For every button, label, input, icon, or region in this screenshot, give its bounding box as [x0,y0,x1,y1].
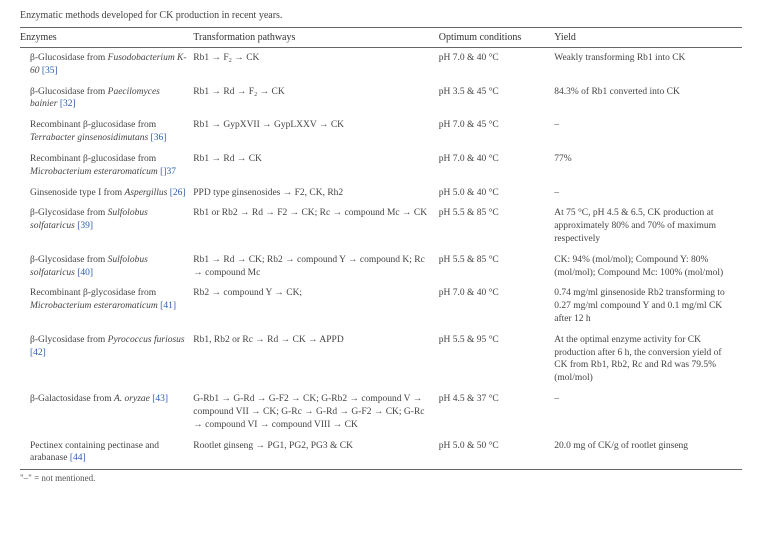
table-row: β-Galactosidase from A. oryzae [43]G-Rb1… [20,389,742,435]
cell-pathway: Rb1 → GypXVII → GypLXXV → CK [193,115,438,149]
cell-enzyme: Ginsenoside type I from Aspergillus [26] [20,183,193,204]
cell-enzyme: β-Glycosidase from Sulfolobus solfataric… [20,250,193,284]
enzyme-prefix: β-Galactosidase from [30,394,114,404]
cell-pathway: PPD type ginsenosides → F2, CK, Rh2 [193,183,438,204]
cell-enzyme: Recombinant β-glycosidase from Microbact… [20,283,193,329]
enzyme-prefix: β-Glycosidase from [30,335,108,345]
table-header-row: Enzymes Transformation pathways Optimum … [20,28,742,48]
enzyme-prefix: Recombinant β-glucosidase from [30,154,156,164]
cell-pathway: Rb2 → compound Y → CK; [193,283,438,329]
cell-pathway: Rb1 → Rd → F₂ → CK [193,82,438,116]
cell-yield: – [554,389,742,435]
cell-conditions: pH 7.0 & 45 °C [439,115,555,149]
organism-name: Microbacterium esteraromaticum [30,301,158,311]
table-row: β-Glycosidase from Pyrococcus furiosus [… [20,330,742,389]
citation-ref[interactable]: [26] [170,188,186,198]
table-row: Recombinant β-glucosidase from Terrabact… [20,115,742,149]
cell-conditions: pH 5.5 & 95 °C [439,330,555,389]
cell-pathway: Rb1, Rb2 or Rc → Rd → CK → APPD [193,330,438,389]
cell-yield: At the optimal enzyme activity for CK pr… [554,330,742,389]
organism-name: Aspergillus [124,188,167,198]
cell-enzyme: Recombinant β-glucosidase from Terrabact… [20,115,193,149]
citation-ref[interactable]: [42] [30,348,46,358]
cell-enzyme: β-Glycosidase from Pyrococcus furiosus [… [20,330,193,389]
citation-ref[interactable]: []37 [160,167,176,177]
cell-yield: – [554,115,742,149]
enzyme-prefix: Ginsenoside type I from [30,188,124,198]
cell-enzyme: β-Glucosidase from Fusodobacterium K-60 … [20,48,193,82]
citation-ref[interactable]: [40] [77,268,93,278]
cell-conditions: pH 5.0 & 40 °C [439,183,555,204]
organism-name: Terrabacter ginsenosidimutans [30,133,148,143]
cell-conditions: pH 5.5 & 85 °C [439,203,555,249]
cell-conditions: pH 3.5 & 45 °C [439,82,555,116]
cell-enzyme: β-Galactosidase from A. oryzae [43] [20,389,193,435]
cell-conditions: pH 5.5 & 85 °C [439,250,555,284]
cell-conditions: pH 7.0 & 40 °C [439,283,555,329]
col-header-yield: Yield [554,28,742,48]
cell-pathway: Rb1 → Rd → CK [193,149,438,183]
cell-yield: – [554,183,742,204]
enzyme-prefix: β-Glucosidase from [30,53,108,63]
table-row: β-Glucosidase from Paecilomyces bainier … [20,82,742,116]
cell-pathway: Rb1 or Rb2 → Rd → F2 → CK; Rc → compound… [193,203,438,249]
table-row: Recombinant β-glucosidase from Microbact… [20,149,742,183]
table-caption: Enzymatic methods developed for CK produ… [20,10,742,21]
table-row: β-Glycosidase from Sulfolobus solfataric… [20,250,742,284]
table-row: Pectinex containing pectinase and araban… [20,436,742,470]
cell-conditions: pH 7.0 & 40 °C [439,149,555,183]
citation-ref[interactable]: [36] [151,133,167,143]
citation-ref[interactable]: [44] [70,453,86,463]
cell-yield: 20.0 mg of CK/g of rootlet ginseng [554,436,742,470]
citation-ref[interactable]: [39] [77,221,93,231]
table-row: Ginsenoside type I from Aspergillus [26]… [20,183,742,204]
citation-ref[interactable]: [41] [160,301,176,311]
cell-pathway: Rootlet ginseng → PG1, PG2, PG3 & CK [193,436,438,470]
enzyme-prefix: Pectinex containing pectinase and araban… [30,441,159,464]
organism-name: Microbacterium esteraromaticum [30,167,158,177]
cell-enzyme: β-Glycosidase from Sulfolobus solfataric… [20,203,193,249]
cell-yield: 0.74 mg/ml ginsenoside Rb2 transforming … [554,283,742,329]
citation-ref[interactable]: [35] [42,66,58,76]
enzyme-prefix: β-Glycosidase from [30,208,108,218]
table-row: β-Glycosidase from Sulfolobus solfataric… [20,203,742,249]
cell-yield: 77% [554,149,742,183]
col-header-conditions: Optimum conditions [439,28,555,48]
col-header-pathways: Transformation pathways [193,28,438,48]
cell-pathway: Rb1 → Rd → CK; Rb2 → compound Y → compou… [193,250,438,284]
enzyme-prefix: β-Glycosidase from [30,255,108,265]
enzyme-prefix: Recombinant β-glycosidase from [30,288,156,298]
cell-yield: Weakly transforming Rb1 into CK [554,48,742,82]
organism-name: Pyrococcus furiosus [108,335,185,345]
enzyme-prefix: Recombinant β-glucosidase from [30,120,156,130]
cell-yield: 84.3% of Rb1 converted into CK [554,82,742,116]
enzyme-prefix: β-Glucosidase from [30,87,108,97]
cell-enzyme: β-Glucosidase from Paecilomyces bainier … [20,82,193,116]
table-row: Recombinant β-glycosidase from Microbact… [20,283,742,329]
citation-ref[interactable]: [32] [60,99,76,109]
cell-pathway: Rb1 → F₂ → CK [193,48,438,82]
cell-enzyme: Recombinant β-glucosidase from Microbact… [20,149,193,183]
enzymatic-methods-table: Enzymes Transformation pathways Optimum … [20,27,742,470]
table-footnote: "–" = not mentioned. [20,473,742,483]
organism-name: A. oryzae [114,394,150,404]
citation-ref[interactable]: [43] [152,394,168,404]
cell-conditions: pH 4.5 & 37 °C [439,389,555,435]
col-header-enzymes: Enzymes [20,28,193,48]
cell-enzyme: Pectinex containing pectinase and araban… [20,436,193,470]
cell-yield: CK: 94% (mol/mol); Compound Y: 80% (mol/… [554,250,742,284]
cell-pathway: G-Rb1 → G-Rd → G-F2 → CK; G-Rb2 → compou… [193,389,438,435]
table-row: β-Glucosidase from Fusodobacterium K-60 … [20,48,742,82]
cell-conditions: pH 5.0 & 50 °C [439,436,555,470]
cell-conditions: pH 7.0 & 40 °C [439,48,555,82]
cell-yield: At 75 °C, pH 4.5 & 6.5, CK production at… [554,203,742,249]
